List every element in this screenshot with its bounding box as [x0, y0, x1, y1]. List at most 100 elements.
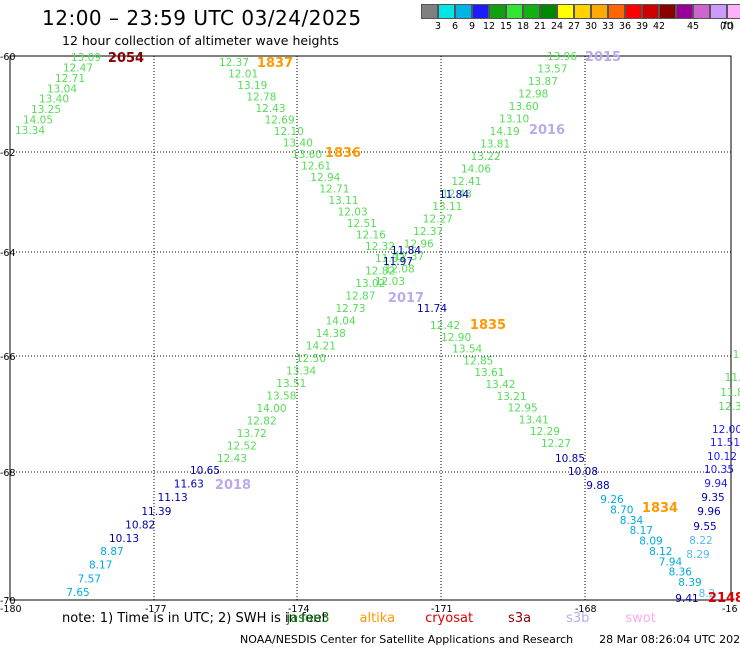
swh-measurement: 12.73 — [335, 303, 365, 315]
swh-measurement: 9.88 — [586, 480, 609, 492]
swh-measurement: 11.51 — [710, 437, 740, 449]
swh-measurement: 12.3 — [718, 401, 740, 413]
map-subtitle: 12 hour collection of altimeter wave hei… — [62, 33, 339, 48]
longitude-label: -174 — [288, 604, 310, 612]
latitude-label: -60 — [0, 52, 16, 63]
swh-measurement: 10.08 — [568, 466, 598, 478]
swh-measurement: 12.37 — [413, 226, 443, 238]
swh-measurement: 13.34 — [286, 366, 316, 378]
swh-measurement: 13.60 — [292, 149, 322, 161]
swh-measurement: 8.2 — [699, 588, 716, 600]
swh-measurement: 12.96 — [404, 239, 434, 251]
swh-measurement: 14.04 — [326, 316, 356, 328]
longitude-label: -16 — [722, 604, 738, 612]
swh-measurement: 12.51 — [347, 218, 377, 230]
swh-measurement: 14.38 — [316, 328, 346, 340]
scale-swatch — [438, 4, 455, 19]
scale-label: 12 — [482, 21, 496, 32]
satellite-legend-item: swot — [625, 611, 656, 626]
swh-measurement: 12.95 — [508, 403, 538, 415]
satellite-pass-labels: 2054 1837 1836 2015 2016 2017 1835 2018 1834 2148 — [108, 50, 740, 606]
satellite-legend: jason3 altika cryosat s3a s3b swot — [287, 611, 656, 626]
swh-measurement: 12.10 — [274, 126, 304, 138]
scale-label: 18 — [516, 21, 530, 32]
scale-label: 24 — [550, 21, 564, 32]
scale-swatch — [574, 4, 591, 19]
swh-measurement: 11.13 — [158, 492, 188, 504]
map-frame — [9, 55, 732, 601]
swh-measurement: 12.03 — [338, 207, 368, 219]
swh-measurement: 12.08 — [385, 264, 415, 276]
swh-measurement: 11.97 — [383, 256, 413, 268]
satellite-pass-label: 2016 — [529, 123, 565, 138]
swh-measurement: 10.85 — [555, 453, 585, 465]
graticule — [10, 56, 731, 600]
scale-swatch — [727, 4, 740, 19]
swh-measurement: 7.57 — [78, 573, 101, 585]
satellite-pass-label: 2017 — [388, 291, 424, 306]
scale-swatch — [472, 4, 489, 19]
swh-measurement: 9.35 — [701, 492, 724, 504]
scale-swatch — [591, 4, 608, 19]
satellite-pass-label: 2018 — [215, 478, 251, 493]
swh-measurement: 13.81 — [480, 139, 510, 151]
swh-measurement: 12.85 — [463, 355, 493, 367]
scale-label: 36 — [618, 21, 632, 32]
swh-measurement: 13.54 — [452, 344, 482, 356]
satellite-pass-label: 2148 — [708, 591, 740, 606]
swh-measurement: 13.04 — [47, 83, 77, 95]
swh-measurement: 13.96 — [547, 51, 577, 63]
swh-measurement: 7.94 — [659, 556, 683, 568]
longitude-label: -171 — [431, 604, 453, 612]
note-text: note: 1) Time is in UTC; 2) SWH is in fe… — [62, 611, 327, 626]
swh-measurement: 13.40 — [283, 138, 313, 150]
satellite-pass-label: 2015 — [585, 50, 621, 65]
swh-measurement: 11.63 — [174, 479, 204, 491]
swh-measurement: 12.16 — [356, 230, 386, 242]
swh-measurement: 12.42 — [430, 320, 460, 332]
scale-swatch — [710, 4, 727, 19]
swh-measurement: 12.82 — [365, 266, 395, 278]
scale-swatch — [489, 4, 506, 19]
swh-measurement: 13.21 — [497, 391, 527, 403]
altimeter-map: -60-62-64-66-68-70 -180 -177 -174 -171 -168-… — [0, 50, 740, 612]
swh-measurement: 8.29 — [686, 549, 709, 561]
swh-measurement: 8.17 — [630, 525, 653, 537]
swh-measurement: 11. — [725, 372, 740, 384]
satellite-pass-label: 1837 — [257, 56, 293, 71]
swh-measurement: 13.87 — [528, 76, 558, 88]
scale-label: 42 — [652, 21, 666, 32]
satellite-legend-item: s3b — [566, 611, 590, 626]
map-title: 12:00 – 23:59 UTC 03/24/2025 — [42, 6, 362, 30]
swh-measurement: 14.00 — [256, 403, 286, 415]
swh-measurement: 9.55 — [693, 521, 716, 533]
swh-measurement: 12.71 — [319, 184, 349, 196]
swh-measurement: 13.57 — [537, 64, 567, 76]
swh-measurement: 13.19 — [237, 80, 267, 92]
swh-measurement: 12.37 — [219, 57, 249, 69]
scale-label: 3 — [434, 21, 442, 32]
satellite-pass-label: 1836 — [325, 146, 361, 161]
swh-measurement: 11.8 — [720, 387, 740, 399]
latitude-label: -62 — [0, 148, 16, 159]
swh-measurement: 8.09 — [639, 536, 662, 548]
satellite-legend-item: s3a — [508, 611, 532, 626]
swh-measurement: 12.47 — [63, 62, 93, 74]
swh-measurement: 11.84 — [439, 189, 469, 201]
swh-measurement: 12.87 — [345, 291, 375, 303]
scale-label: 33 — [601, 21, 615, 32]
swh-measurement: 12.00 — [712, 424, 740, 436]
swh-measurement: 12.01 — [228, 69, 258, 81]
scale-swatch — [557, 4, 574, 19]
swh-measurement: 13.11 — [432, 201, 462, 213]
latitude-label: -70 — [0, 596, 16, 607]
swh-measurement: 12.43 — [442, 189, 472, 201]
agency-credit: NOAA/NESDIS Center for Satellite Applica… — [240, 633, 574, 646]
scale-label: 27 — [567, 21, 581, 32]
satellite-legend-item: jason3 — [286, 611, 330, 626]
latitude-label: -66 — [0, 352, 16, 363]
swh-measurement: 14.19 — [490, 126, 520, 138]
scale-swatch — [676, 4, 693, 19]
credit-line: NOAA/NESDIS Center for Satellite Applica… — [240, 633, 740, 646]
scale-unit: (ft) — [719, 21, 735, 32]
